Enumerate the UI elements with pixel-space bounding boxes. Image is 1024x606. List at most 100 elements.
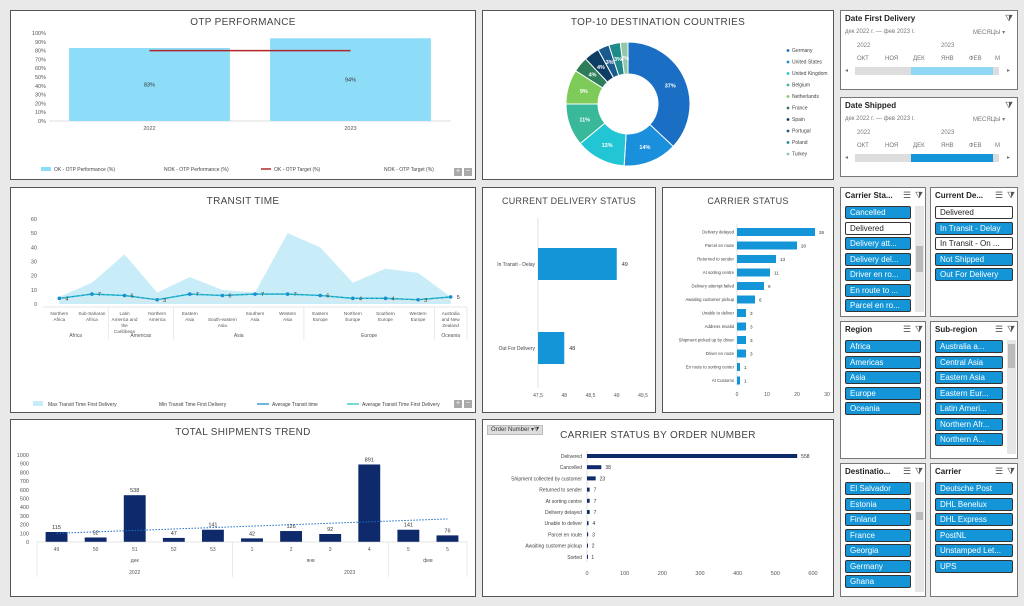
multi-select-icon[interactable]: ☰ — [903, 466, 912, 476]
slicer-item[interactable]: Asia — [845, 371, 921, 384]
avg-label: 5 — [457, 295, 460, 301]
legend-dot — [786, 106, 790, 110]
slicer-item[interactable]: Germany — [845, 559, 911, 573]
legend-dot — [786, 72, 790, 75]
x-tick-label: 10 — [764, 392, 770, 398]
y-tick-label: 30 — [31, 260, 37, 266]
date-shipped-timeline[interactable]: Date Shipped ⧩ дек 2022 г. — фев 2023 г.… — [840, 97, 1018, 177]
legend-dot — [786, 83, 790, 87]
slicer-item[interactable]: Parcel en ro... — [845, 299, 911, 312]
slicer-item[interactable]: In Transit - Delay — [935, 221, 1013, 235]
slicer-item[interactable]: Eastern Asia — [935, 371, 1003, 384]
bar — [587, 543, 588, 548]
slicer-item[interactable]: France — [845, 528, 911, 542]
slicer-item[interactable]: Estonia — [845, 497, 911, 511]
slicer-item[interactable]: Americas — [845, 355, 921, 369]
slicer-item[interactable]: In Transit - On ... — [935, 237, 1013, 250]
slice-label: 11% — [579, 118, 590, 124]
slicer-item[interactable]: Africa — [845, 340, 921, 353]
collapse-button[interactable]: − — [464, 168, 472, 176]
carrier-slicer-title: Carrier — [935, 467, 962, 476]
slicer-item[interactable]: DHL Express — [935, 513, 1013, 526]
slicer-item[interactable]: Not Shipped — [935, 252, 1013, 266]
bar — [737, 241, 797, 250]
destination-slicer-title: Destinatio... — [845, 467, 891, 476]
order-number-filter[interactable]: Order Number ▾⧩ — [487, 425, 544, 435]
clear-filter-icon[interactable]: ⧩ — [1007, 324, 1016, 334]
clear-filter-icon[interactable]: ⧩ — [915, 466, 924, 476]
slicer-item[interactable]: Unstamped Let... — [935, 544, 1013, 557]
slicer-item[interactable]: Oceania — [845, 402, 921, 415]
multi-select-icon[interactable]: ☰ — [903, 190, 912, 200]
slicer-item[interactable]: Finland — [845, 513, 911, 526]
date-first-delivery-timeline[interactable]: Date First Delivery ⧩ дек 2022 г. — фев … — [840, 10, 1018, 90]
clear-filter-icon[interactable]: ⧩ — [915, 190, 924, 200]
date-first-unit[interactable]: МЕСЯЦЫ ▾ — [973, 29, 1005, 36]
multi-select-icon[interactable]: ☰ — [903, 324, 912, 334]
slicer-item[interactable]: El Salvador — [845, 482, 911, 495]
slicer-item[interactable]: PostNL — [935, 528, 1013, 542]
slicer-item[interactable]: Deutsche Post — [935, 482, 1013, 495]
slicer-scrollbar[interactable] — [915, 482, 924, 592]
slicer-item[interactable]: Eastern Eur... — [935, 386, 1003, 400]
slicer-item[interactable]: En route to ... — [845, 283, 911, 297]
slicer-item[interactable]: Delivery att... — [845, 237, 911, 250]
timeline-selection[interactable] — [911, 154, 993, 162]
clear-filter-icon[interactable]: ⧩ — [1007, 466, 1016, 476]
slicer-item[interactable]: UPS — [935, 559, 1013, 573]
slicer-item[interactable]: Central Asia — [935, 355, 1003, 369]
slicer-item[interactable]: Cancelled — [845, 206, 911, 219]
slicer-item[interactable]: Driver en ro... — [845, 268, 911, 281]
bar — [737, 309, 746, 317]
carrier-status-slicer-title: Carrier Sta... — [845, 191, 893, 200]
region-label: Oceania — [441, 333, 460, 339]
slicer-item[interactable]: Delivered — [935, 206, 1013, 219]
slice-label: 3% — [606, 60, 614, 66]
expand-button[interactable]: + — [454, 168, 462, 176]
y-tick-label: 100 — [20, 531, 29, 537]
scroll-left-icon[interactable]: ◂ — [845, 155, 849, 161]
category-label: At Customs — [712, 378, 734, 383]
slicer-item[interactable]: DHL Benelux — [935, 497, 1013, 511]
clear-filter-icon[interactable]: ⧩ — [1005, 100, 1014, 110]
scrollbar-thumb[interactable] — [916, 512, 923, 520]
scroll-right-icon[interactable]: ▸ — [1007, 155, 1011, 161]
avg-point — [285, 292, 290, 296]
slicer-scrollbar[interactable] — [915, 206, 924, 312]
scrollbar-thumb[interactable] — [916, 246, 923, 272]
bar-label: 23 — [600, 476, 606, 482]
slicer-item[interactable]: Delivery del... — [845, 252, 911, 266]
avg-point — [57, 296, 62, 301]
scroll-left-icon[interactable]: ◂ — [845, 68, 849, 74]
year-label: 2023 — [344, 570, 355, 576]
slicer-item[interactable]: Delivered — [845, 221, 911, 235]
multi-select-icon[interactable]: ☰ — [995, 466, 1004, 476]
legend-dot — [786, 118, 790, 121]
clear-filter-icon[interactable]: ⧩ — [1005, 13, 1014, 23]
category-label: Unable to deliver — [544, 521, 582, 527]
slicer-item[interactable]: Out For Delivery — [935, 268, 1013, 281]
expand-button[interactable]: + — [454, 400, 462, 408]
slicer-item[interactable]: Latin Ameri... — [935, 402, 1003, 415]
multi-select-icon[interactable]: ☰ — [995, 190, 1004, 200]
slicer-item[interactable]: Australia a... — [935, 340, 1003, 353]
slicer-item[interactable]: Georgia — [845, 544, 911, 557]
slicer-item[interactable]: Ghana — [845, 575, 911, 588]
slicer-scrollbar[interactable] — [1007, 340, 1016, 454]
slicer-item[interactable]: Northern A... — [935, 433, 1003, 446]
multi-select-icon[interactable]: ☰ — [995, 324, 1004, 334]
carrier-status-slicer: Carrier Sta... ☰ ⧩ Cancelled Delivered Delive… — [840, 187, 926, 317]
timeline-selection[interactable] — [911, 67, 993, 75]
category-label: Delivery delayed — [702, 230, 734, 235]
current-status-title: CURRENT DELIVERY STATUS — [501, 196, 637, 206]
clear-filter-icon[interactable]: ⧩ — [915, 324, 924, 334]
avg-label: 7 — [261, 292, 264, 298]
collapse-button[interactable]: − — [464, 400, 472, 408]
scroll-right-icon[interactable]: ▸ — [1007, 68, 1011, 74]
bar — [436, 535, 459, 542]
slicer-item[interactable]: Europe — [845, 386, 921, 400]
date-shipped-unit[interactable]: МЕСЯЦЫ ▾ — [973, 116, 1005, 123]
clear-filter-icon[interactable]: ⧩ — [1007, 190, 1016, 200]
slicer-item[interactable]: Northern Afr... — [935, 417, 1003, 431]
scrollbar-thumb[interactable] — [1008, 344, 1015, 368]
